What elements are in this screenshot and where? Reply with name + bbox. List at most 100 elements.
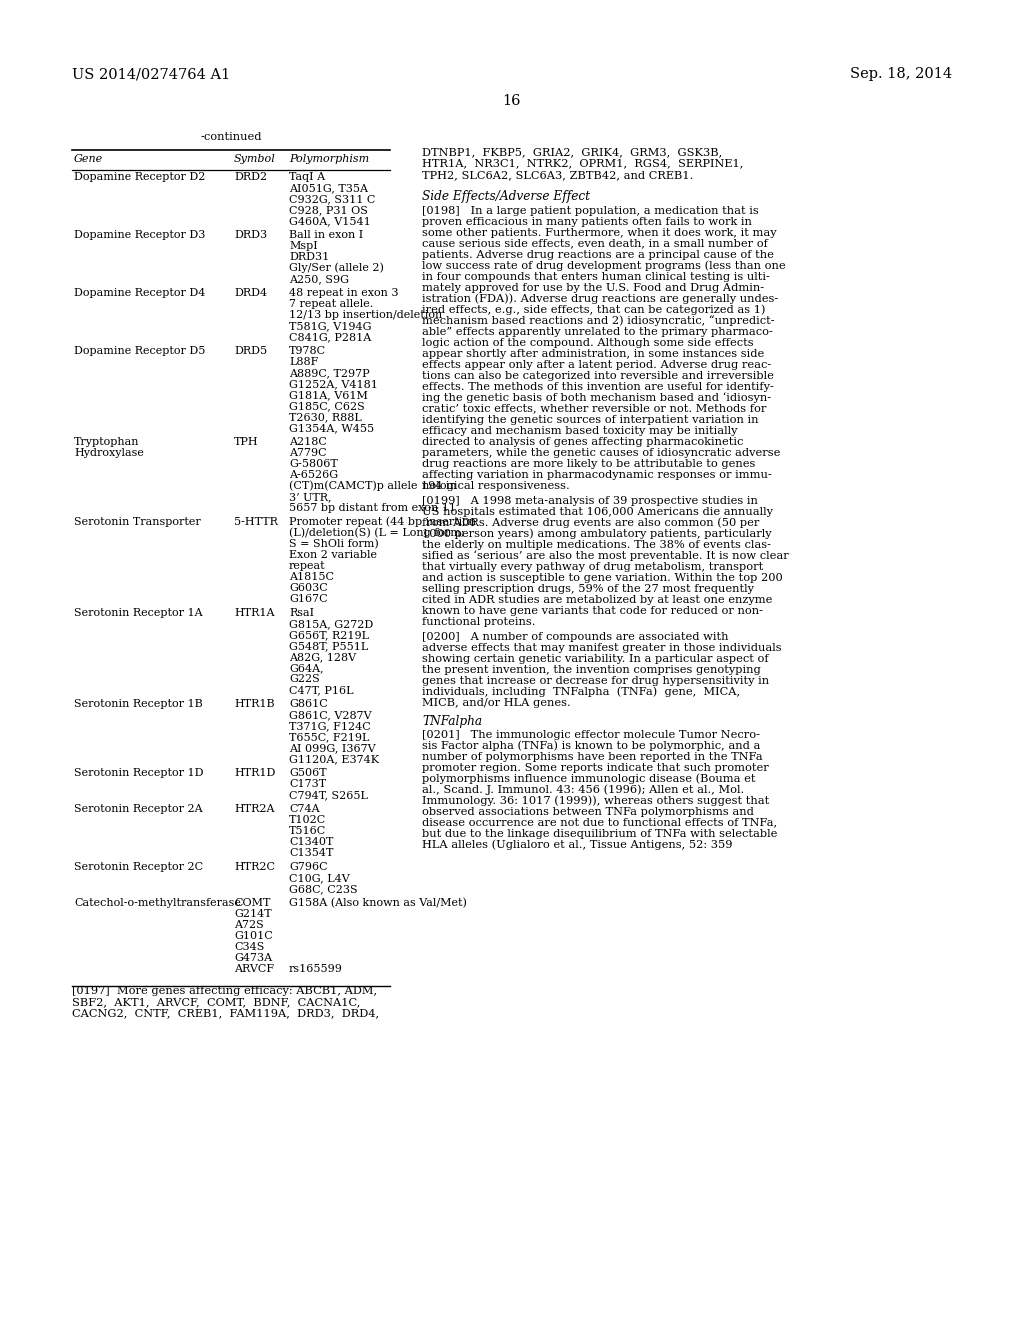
Text: Dopamine Receptor D5: Dopamine Receptor D5 xyxy=(74,346,206,356)
Text: A250, S9G: A250, S9G xyxy=(289,275,349,284)
Text: C34S: C34S xyxy=(234,942,264,952)
Text: (CT)m(CAMCT)p allele 194 in: (CT)m(CAMCT)p allele 194 in xyxy=(289,480,457,491)
Text: TPH: TPH xyxy=(234,437,259,447)
Text: G64A,: G64A, xyxy=(289,663,324,673)
Text: DTNBP1,  FKBP5,  GRIA2,  GRIK4,  GRM3,  GSK3B,: DTNBP1, FKBP5, GRIA2, GRIK4, GRM3, GSK3B… xyxy=(422,147,722,157)
Text: sified as ‘serious’ are also the most preventable. It is now clear: sified as ‘serious’ are also the most pr… xyxy=(422,550,788,561)
Text: G185C, C62S: G185C, C62S xyxy=(289,401,365,411)
Text: T581G, V194G: T581G, V194G xyxy=(289,321,372,331)
Text: HTR2A: HTR2A xyxy=(234,804,274,814)
Text: T655C, F219L: T655C, F219L xyxy=(289,733,370,742)
Text: directed to analysis of genes affecting pharmacokinetic: directed to analysis of genes affecting … xyxy=(422,437,743,446)
Text: 16: 16 xyxy=(503,94,521,108)
Text: the elderly on multiple medications. The 38% of events clas-: the elderly on multiple medications. The… xyxy=(422,540,771,549)
Text: Promoter repeat (44 bp insertion: Promoter repeat (44 bp insertion xyxy=(289,516,476,527)
Text: C74A: C74A xyxy=(289,804,319,814)
Text: Tryptophan: Tryptophan xyxy=(74,437,139,447)
Text: T2630, R88L: T2630, R88L xyxy=(289,412,361,422)
Text: logic action of the compound. Although some side effects: logic action of the compound. Although s… xyxy=(422,338,754,347)
Text: HTR1A,  NR3C1,  NTRK2,  OPRM1,  RGS4,  SERPINE1,: HTR1A, NR3C1, NTRK2, OPRM1, RGS4, SERPIN… xyxy=(422,158,743,169)
Text: AI051G, T35A: AI051G, T35A xyxy=(289,183,368,193)
Text: C10G, L4V: C10G, L4V xyxy=(289,873,350,883)
Text: showing certain genetic variability. In a particular aspect of: showing certain genetic variability. In … xyxy=(422,653,769,664)
Text: G861C: G861C xyxy=(289,700,328,709)
Text: parameters, while the genetic causes of idiosyncratic adverse: parameters, while the genetic causes of … xyxy=(422,447,780,458)
Text: ired effects, e.g., side effects, that can be categorized as 1): ired effects, e.g., side effects, that c… xyxy=(422,304,766,314)
Text: some other patients. Furthermore, when it does work, it may: some other patients. Furthermore, when i… xyxy=(422,227,776,238)
Text: Serotonin Receptor 2C: Serotonin Receptor 2C xyxy=(74,862,203,873)
Text: nological responsiveness.: nological responsiveness. xyxy=(422,480,569,491)
Text: sis Factor alpha (TNFa) is known to be polymorphic, and a: sis Factor alpha (TNFa) is known to be p… xyxy=(422,741,761,751)
Text: al., Scand. J. Immunol. 43: 456 (1996); Allen et al., Mol.: al., Scand. J. Immunol. 43: 456 (1996); … xyxy=(422,784,744,795)
Text: Exon 2 variable: Exon 2 variable xyxy=(289,550,377,560)
Text: able” effects apparently unrelated to the primary pharmaco-: able” effects apparently unrelated to th… xyxy=(422,326,773,337)
Text: from ADRs. Adverse drug events are also common (50 per: from ADRs. Adverse drug events are also … xyxy=(422,517,760,528)
Text: G796C: G796C xyxy=(289,862,328,873)
Text: [0198]   In a large patient population, a medication that is: [0198] In a large patient population, a … xyxy=(422,206,759,215)
Text: G473A: G473A xyxy=(234,953,272,964)
Text: ARVCF: ARVCF xyxy=(234,964,274,974)
Text: [0200]   A number of compounds are associated with: [0200] A number of compounds are associa… xyxy=(422,632,728,642)
Text: cause serious side effects, even death, in a small number of: cause serious side effects, even death, … xyxy=(422,239,768,248)
Text: [0199]   A 1998 meta-analysis of 39 prospective studies in: [0199] A 1998 meta-analysis of 39 prospe… xyxy=(422,495,758,506)
Text: HTR2C: HTR2C xyxy=(234,862,275,873)
Text: MICB, and/or HLA genes.: MICB, and/or HLA genes. xyxy=(422,698,570,708)
Text: repeat: repeat xyxy=(289,561,326,572)
Text: DRD2: DRD2 xyxy=(234,172,267,182)
Text: Dopamine Receptor D3: Dopamine Receptor D3 xyxy=(74,230,206,240)
Text: but due to the linkage disequilibrium of TNFa with selectable: but due to the linkage disequilibrium of… xyxy=(422,829,777,838)
Text: HTR1A: HTR1A xyxy=(234,609,274,618)
Text: A72S: A72S xyxy=(234,920,264,931)
Text: rs165599: rs165599 xyxy=(289,964,343,974)
Text: G68C, C23S: G68C, C23S xyxy=(289,884,357,894)
Text: C928, P31 OS: C928, P31 OS xyxy=(289,205,368,215)
Text: L88F: L88F xyxy=(289,356,318,367)
Text: Serotonin Transporter: Serotonin Transporter xyxy=(74,517,201,527)
Text: DRD3: DRD3 xyxy=(234,230,267,240)
Text: Immunology. 36: 1017 (1999)), whereas others suggest that: Immunology. 36: 1017 (1999)), whereas ot… xyxy=(422,795,769,805)
Text: G214T: G214T xyxy=(234,909,271,919)
Text: HTR1B: HTR1B xyxy=(234,700,274,709)
Text: disease occurrence are not due to functional effects of TNFa,: disease occurrence are not due to functi… xyxy=(422,817,777,828)
Text: G1252A, V4181: G1252A, V4181 xyxy=(289,379,378,389)
Text: low success rate of drug development programs (less than one: low success rate of drug development pro… xyxy=(422,260,785,271)
Text: observed associations between TNFa polymorphisms and: observed associations between TNFa polym… xyxy=(422,807,754,817)
Text: Dopamine Receptor D2: Dopamine Receptor D2 xyxy=(74,172,206,182)
Text: appear shortly after administration, in some instances side: appear shortly after administration, in … xyxy=(422,348,764,359)
Text: individuals, including  TNFalpha  (TNFa)  gene,  MICA,: individuals, including TNFalpha (TNFa) g… xyxy=(422,686,740,697)
Text: G506T: G506T xyxy=(289,768,327,777)
Text: mechanism based reactions and 2) idiosyncratic, “unpredict-: mechanism based reactions and 2) idiosyn… xyxy=(422,315,774,326)
Text: HTR1D: HTR1D xyxy=(234,768,275,777)
Text: -continued: -continued xyxy=(201,132,262,143)
Text: Serotonin Receptor 2A: Serotonin Receptor 2A xyxy=(74,804,203,814)
Text: TNFalpha: TNFalpha xyxy=(422,714,482,727)
Text: efficacy and mechanism based toxicity may be initially: efficacy and mechanism based toxicity ma… xyxy=(422,425,737,436)
Text: 48 repeat in exon 3: 48 repeat in exon 3 xyxy=(289,288,398,298)
Text: Catechol-o-methyltransferase: Catechol-o-methyltransferase xyxy=(74,898,241,908)
Text: Gly/Ser (allele 2): Gly/Ser (allele 2) xyxy=(289,263,384,273)
Text: 5-HTTR: 5-HTTR xyxy=(234,517,278,527)
Text: G158A (Also known as Val/Met): G158A (Also known as Val/Met) xyxy=(289,898,467,908)
Text: US hospitals estimated that 106,000 Americans die annually: US hospitals estimated that 106,000 Amer… xyxy=(422,507,773,516)
Text: cratic’ toxic effects, whether reversible or not. Methods for: cratic’ toxic effects, whether reversibl… xyxy=(422,404,766,413)
Text: Polymorphism: Polymorphism xyxy=(289,154,369,164)
Text: G-5806T: G-5806T xyxy=(289,459,338,469)
Text: A779C: A779C xyxy=(289,447,327,458)
Text: effects. The methods of this invention are useful for identify-: effects. The methods of this invention a… xyxy=(422,381,774,392)
Text: the present invention, the invention comprises genotyping: the present invention, the invention com… xyxy=(422,665,761,675)
Text: known to have gene variants that code for reduced or non-: known to have gene variants that code fo… xyxy=(422,606,763,615)
Text: effects appear only after a latent period. Adverse drug reac-: effects appear only after a latent perio… xyxy=(422,359,771,370)
Text: COMT: COMT xyxy=(234,898,270,908)
Text: S = ShOli form): S = ShOli form) xyxy=(289,539,379,549)
Text: A889C, T297P: A889C, T297P xyxy=(289,368,370,378)
Text: and action is susceptible to gene variation. Within the top 200: and action is susceptible to gene variat… xyxy=(422,573,782,582)
Text: C794T, S265L: C794T, S265L xyxy=(289,789,368,800)
Text: G167C: G167C xyxy=(289,594,328,605)
Text: A1815C: A1815C xyxy=(289,572,334,582)
Text: G1120A, E374K: G1120A, E374K xyxy=(289,754,379,764)
Text: proven efficacious in many patients often fails to work in: proven efficacious in many patients ofte… xyxy=(422,216,752,227)
Text: DRD31: DRD31 xyxy=(289,252,330,261)
Text: C1354T: C1354T xyxy=(289,847,334,858)
Text: Sep. 18, 2014: Sep. 18, 2014 xyxy=(850,67,952,81)
Text: TaqI A: TaqI A xyxy=(289,172,326,182)
